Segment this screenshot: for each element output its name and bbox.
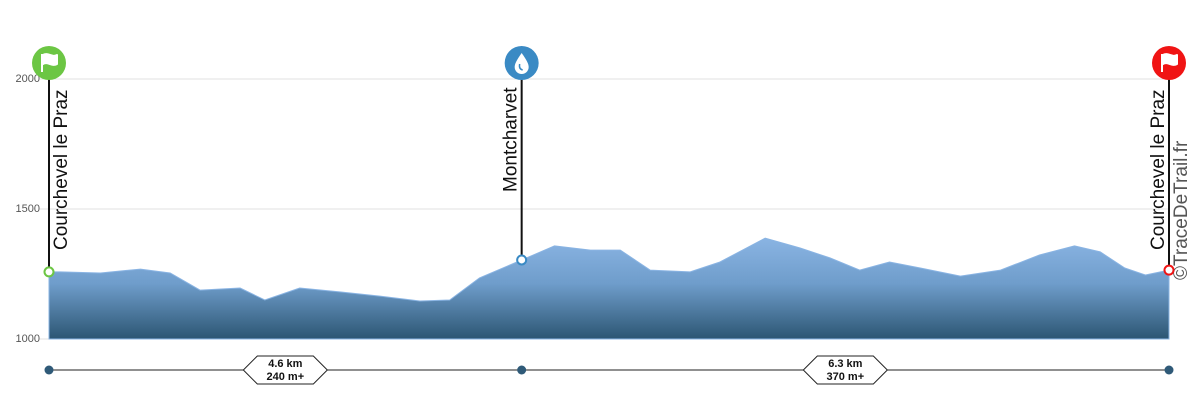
flag-glyph	[1161, 53, 1178, 72]
y-tick-label: 2000	[16, 73, 40, 85]
segment-dot	[1164, 365, 1174, 375]
elevation-area	[48, 237, 1170, 340]
y-tick-label: 1500	[16, 203, 40, 215]
waypoint-marker	[516, 254, 528, 266]
segment-distance: 4.6 km	[268, 358, 302, 370]
waypoint-marker	[43, 266, 55, 278]
flag-glyph	[41, 53, 58, 72]
watermark: ©TraceDeTrail.fr	[1171, 140, 1192, 280]
segment-gain: 240 m+	[267, 371, 305, 383]
y-tick-label: 1000	[16, 333, 40, 345]
segment-badge	[242, 355, 329, 385]
waypoint-label: Montcharvet	[501, 87, 522, 192]
water-glyph	[514, 53, 529, 75]
waypoint-marker	[1163, 264, 1175, 276]
waypoint-label: Courchevel le Praz	[1148, 89, 1169, 250]
waypoint-label: Courchevel le Praz	[51, 89, 72, 250]
segment-gain: 370 m+	[827, 371, 865, 383]
segment-dot	[517, 365, 527, 375]
segment-dot	[44, 365, 54, 375]
segment-distance: 6.3 km	[828, 358, 862, 370]
waypoint: Montcharvet	[501, 46, 539, 266]
segment-badge	[802, 355, 889, 385]
water-shine	[518, 63, 523, 71]
waypoint: Courchevel le Praz	[32, 46, 72, 278]
waypoint: Courchevel le Praz	[1148, 46, 1186, 276]
